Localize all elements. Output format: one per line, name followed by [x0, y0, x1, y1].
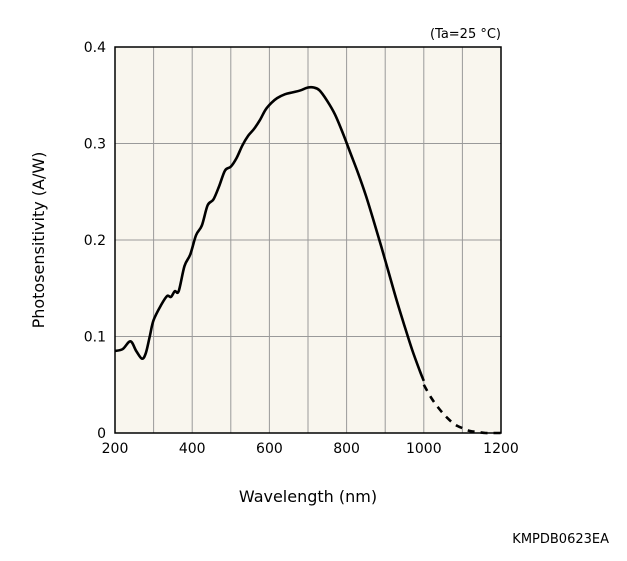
- y-axis-title: Photosensitivity (A/W): [29, 152, 48, 329]
- x-tick-label: 600: [256, 441, 283, 457]
- y-tick-label: 0.1: [84, 330, 106, 346]
- x-axis-title: Wavelength (nm): [239, 487, 377, 506]
- series-line-solid: [114, 85, 426, 382]
- figure-code: KMPDB0623EA: [512, 532, 609, 547]
- x-tick-label: 1000: [406, 441, 442, 457]
- y-tick-label: 0.3: [84, 137, 106, 153]
- grid-lines: [115, 47, 501, 433]
- y-tick-label: 0.2: [84, 233, 106, 249]
- y-tick-label: 0: [97, 426, 106, 442]
- x-tick-label: 200: [102, 441, 129, 457]
- x-tick-label: 1200: [483, 441, 519, 457]
- x-tick-labels: 200 400 600 800 1000 1200: [102, 441, 519, 457]
- condition-label: (Ta=25 °C): [430, 27, 501, 42]
- y-tick-labels: 0 0.1 0.2 0.3 0.4: [84, 40, 106, 442]
- data-series: [114, 85, 501, 435]
- plot-frame: [114, 46, 502, 434]
- x-tick-label: 400: [179, 441, 206, 457]
- x-tick-label: 800: [333, 441, 360, 457]
- y-tick-label: 0.4: [84, 40, 106, 56]
